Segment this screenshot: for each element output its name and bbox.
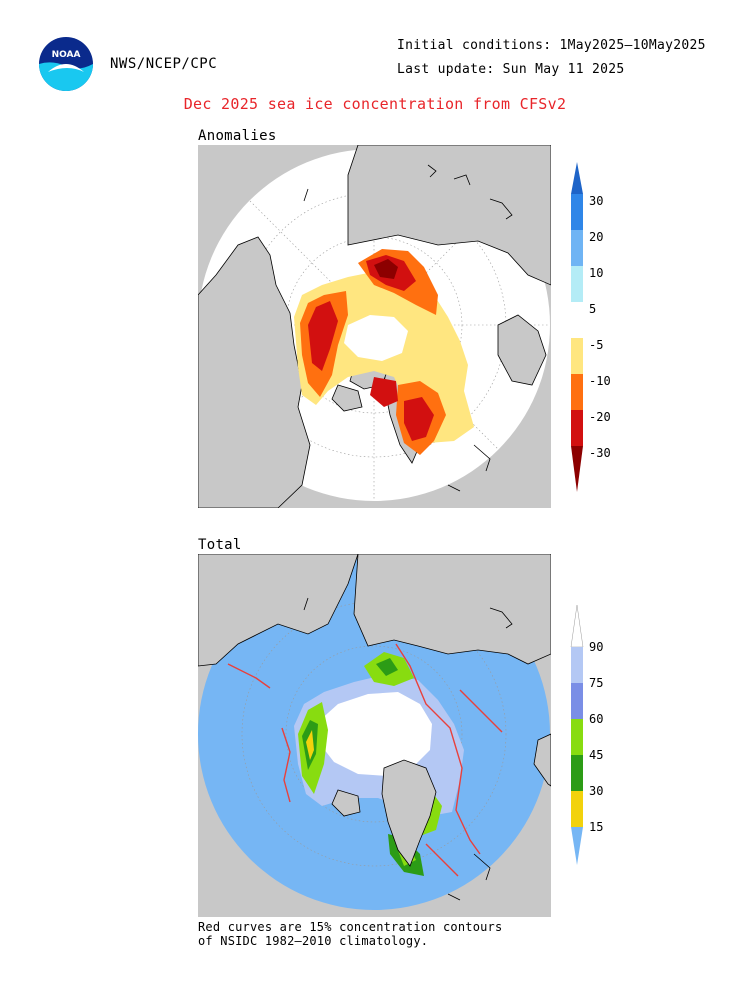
total-tick-30: 30: [589, 784, 603, 798]
total-label: Total: [198, 537, 242, 553]
footnote-line-2: of NSIDC 1982–2010 climatology.: [198, 934, 429, 948]
footnote: Red curves are 15% concentration contour…: [198, 920, 502, 948]
anomaly-tick-neg20: -20: [589, 410, 611, 424]
anomaly-tick-neg30: -30: [589, 446, 611, 460]
total-map: [198, 554, 551, 917]
total-tick-45: 45: [589, 748, 603, 762]
anomaly-tick-neg10: -10: [589, 374, 611, 388]
last-update: Last update: Sun May 11 2025: [397, 62, 625, 77]
svg-text:NOAA: NOAA: [52, 50, 81, 60]
anomaly-tick-30: 30: [589, 194, 603, 208]
total-colorbar: 90 75 60 45 30 15: [570, 605, 603, 865]
initial-conditions: Initial conditions: 1May2025–10May2025: [397, 38, 706, 53]
total-tick-15: 15: [589, 820, 603, 834]
anomaly-tick-10: 10: [589, 266, 603, 280]
anomalies-map: [198, 145, 551, 508]
total-tick-90: 90: [589, 640, 603, 654]
anomaly-tick-20: 20: [589, 230, 603, 244]
anomaly-tick-neg5: -5: [589, 338, 603, 352]
anomalies-label: Anomalies: [198, 128, 277, 144]
footnote-line-1: Red curves are 15% concentration contour…: [198, 920, 503, 934]
page-title: Dec 2025 sea ice concentration from CFSv…: [183, 95, 567, 113]
anomaly-tick-5: 5: [589, 302, 596, 316]
anomaly-colorbar: 30 20 10 5 -5 -10 -20 -30: [571, 162, 611, 492]
total-tick-60: 60: [589, 712, 603, 726]
total-tick-75: 75: [589, 676, 603, 690]
agency-label: NWS/NCEP/CPC: [110, 56, 218, 72]
noaa-logo: NOAA: [39, 37, 93, 91]
